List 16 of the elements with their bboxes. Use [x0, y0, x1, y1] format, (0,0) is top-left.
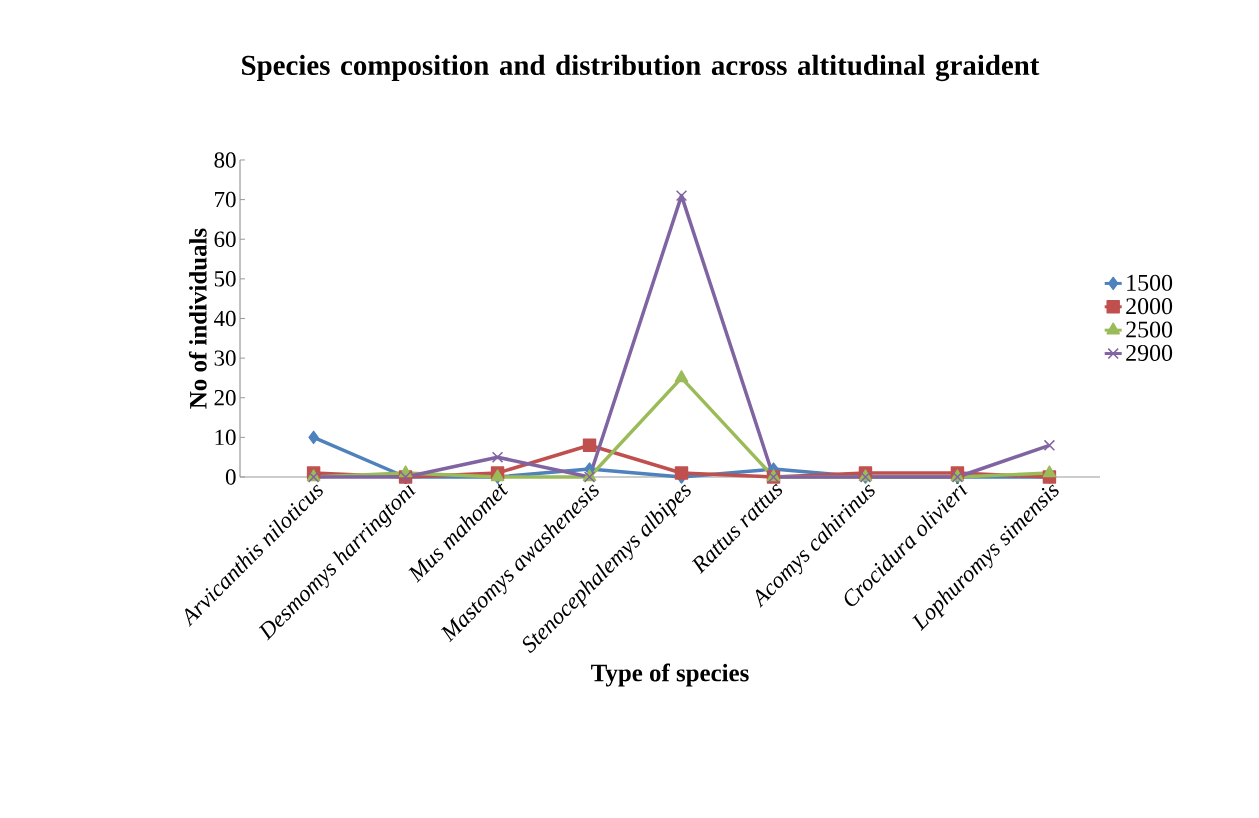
legend-label: 2900 — [1126, 344, 1173, 361]
y-tick-label: 10 — [215, 429, 236, 446]
legend-label: 2000 — [1126, 298, 1173, 315]
chart-title: Species composition and distribution across altitudinal graident — [242, 54, 1040, 82]
y-tick-label: 0 — [225, 469, 236, 485]
y-tick-label: 50 — [214, 271, 236, 287]
y-tick-label: 30 — [214, 350, 236, 366]
y-tick-label: 80 — [214, 152, 236, 168]
y-tick-label: 70 — [215, 191, 236, 208]
y-tick-label: 40 — [214, 310, 236, 327]
y-tick-label: 20 — [214, 389, 236, 406]
legend-label: 2500 — [1126, 321, 1173, 338]
legend-label: 1500 — [1127, 274, 1173, 291]
x-axis-title: Type of species — [591, 663, 749, 687]
y-tick-label: 60 — [214, 231, 236, 247]
y-axis-title: No of individuals — [188, 228, 207, 409]
